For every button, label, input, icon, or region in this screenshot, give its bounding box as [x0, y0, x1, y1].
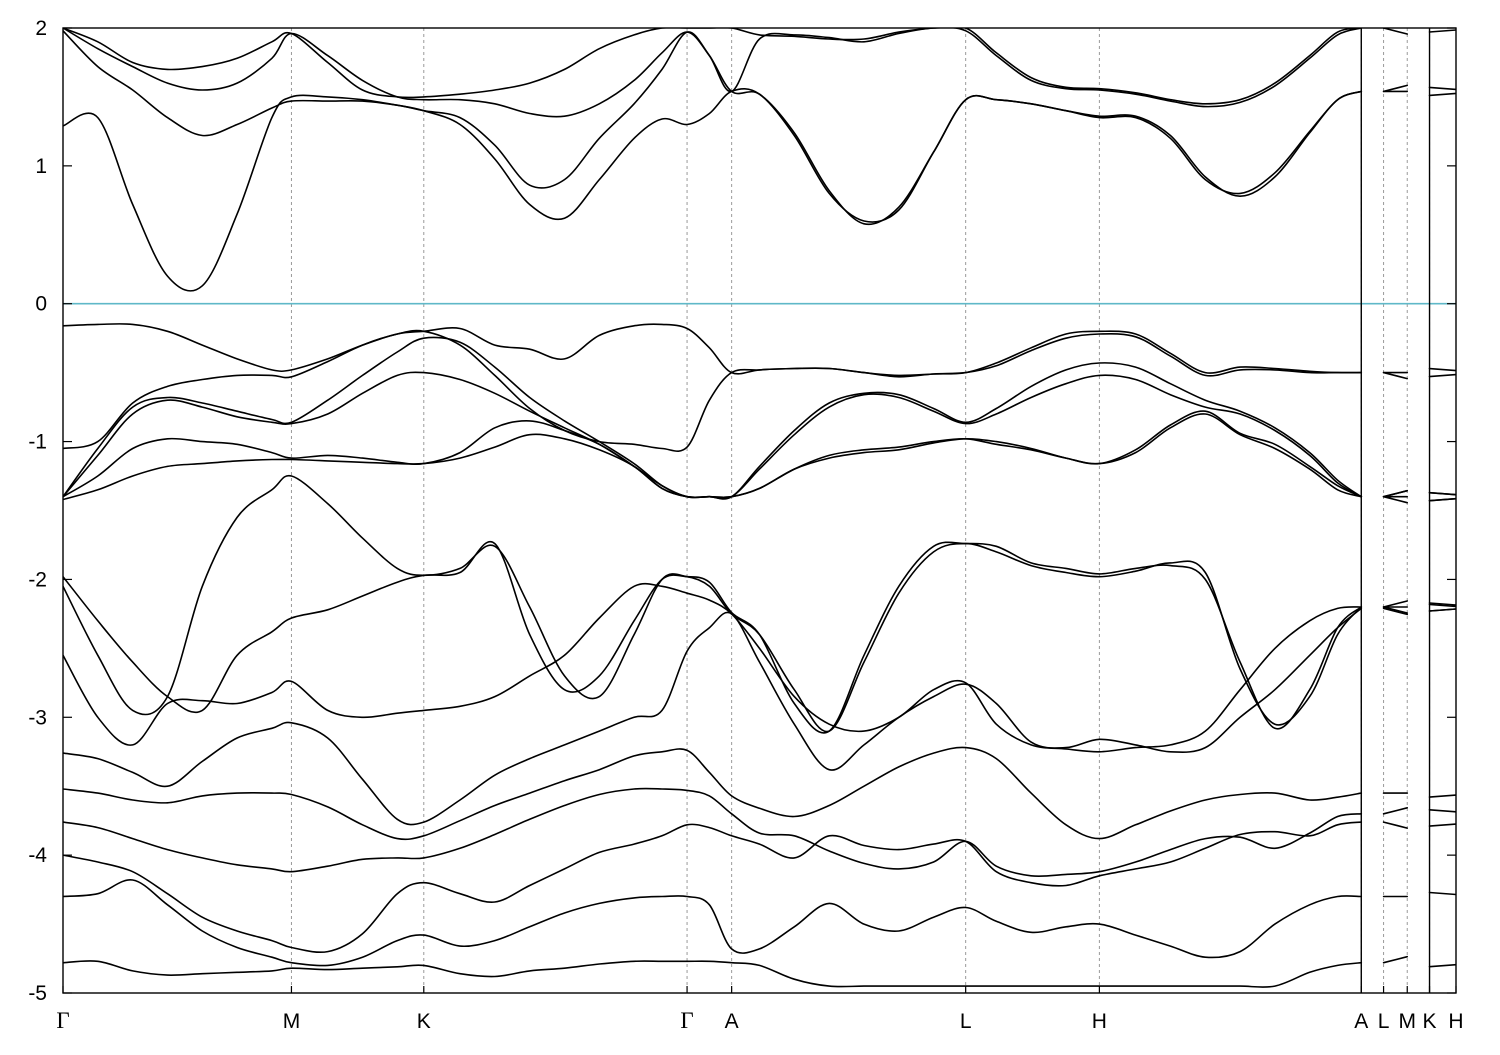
- band-stub-lm-0: [1382, 955, 1408, 964]
- band-stub-kh-12: [1428, 497, 1456, 502]
- y-tick-label: 2: [35, 17, 47, 40]
- plot-frame: [62, 27, 1457, 994]
- band-line-2: [63, 821, 1363, 953]
- band-stub-kh-18: [1428, 29, 1456, 33]
- band-line-13: [63, 329, 1363, 452]
- band-stub-lm-8: [1382, 606, 1408, 614]
- y-tick-label: 1: [35, 155, 47, 178]
- band-line-18: [63, 28, 1363, 105]
- x-tick-label: L: [1378, 1010, 1390, 1033]
- x-tick-label: H: [1448, 1010, 1463, 1033]
- y-tick-label: -4: [28, 844, 47, 867]
- y-tick-label: 0: [35, 293, 47, 316]
- y-tick-label: -3: [28, 706, 47, 729]
- y-tick-label: -1: [28, 431, 47, 454]
- x-tick-label: K: [417, 1010, 431, 1033]
- x-tick-label: K: [1423, 1010, 1437, 1033]
- band-stub-kh-8: [1428, 608, 1456, 612]
- band-stub-kh-5: [1428, 603, 1456, 608]
- band-line-8: [63, 540, 1363, 734]
- band-stub-kh-3: [1428, 809, 1456, 813]
- band-stub-kh-11: [1428, 491, 1456, 496]
- band-line-14: [63, 323, 1363, 377]
- band-stub-kh-13: [1428, 367, 1456, 372]
- band-stub-lm-11: [1382, 495, 1408, 504]
- y-tick-label: -2: [28, 568, 47, 591]
- y-tick-label: -5: [28, 982, 47, 1005]
- band-stub-kh-4: [1428, 794, 1456, 798]
- band-stub-lm-17: [1382, 28, 1408, 35]
- band-stub-kh-15: [1428, 86, 1456, 91]
- band-stub-lm-2: [1382, 821, 1408, 829]
- band-line-10: [63, 410, 1363, 499]
- band-line-15: [63, 88, 1363, 292]
- x-tick-label: H: [1092, 1010, 1107, 1033]
- band-line-17: [63, 28, 1363, 118]
- band-stub-lm-14: [1382, 371, 1408, 380]
- x-tick-label: Γ: [680, 1008, 693, 1033]
- band-stub-lm-5: [1382, 607, 1408, 616]
- band-stub-lm-12: [1382, 489, 1408, 498]
- x-tick-label: A: [725, 1010, 739, 1033]
- band-stub-kh-7: [1428, 602, 1456, 606]
- x-tick-label: L: [960, 1010, 972, 1033]
- band-line-12: [63, 336, 1363, 500]
- band-stub-kh-14: [1428, 373, 1456, 378]
- band-stub-kh-1: [1428, 891, 1456, 896]
- x-tick-label: Γ: [56, 1008, 69, 1033]
- band-line-1: [63, 879, 1363, 967]
- band-stub-kh-2: [1428, 823, 1456, 827]
- x-tick-label: M: [283, 1010, 301, 1033]
- band-line-0: [63, 960, 1363, 988]
- band-stub-kh-16: [1428, 92, 1456, 97]
- band-line-7: [63, 474, 1363, 733]
- band-stub-lm-18: [1382, 28, 1387, 29]
- band-line-3: [63, 787, 1363, 878]
- band-stub-lm-6: [1382, 600, 1408, 608]
- band-line-11: [63, 371, 1363, 500]
- band-line-4: [63, 746, 1363, 841]
- band-stub-lm-3: [1382, 807, 1408, 815]
- x-tick-label: M: [1398, 1010, 1416, 1033]
- band-layer: [63, 24, 1457, 993]
- band-stub-kh-0: [1428, 963, 1456, 968]
- band-line-6: [63, 582, 1363, 753]
- band-stub-lm-15: [1382, 84, 1408, 93]
- band-stub-kh-17: [1430, 24, 1457, 26]
- x-tick-label: A: [1354, 1010, 1368, 1033]
